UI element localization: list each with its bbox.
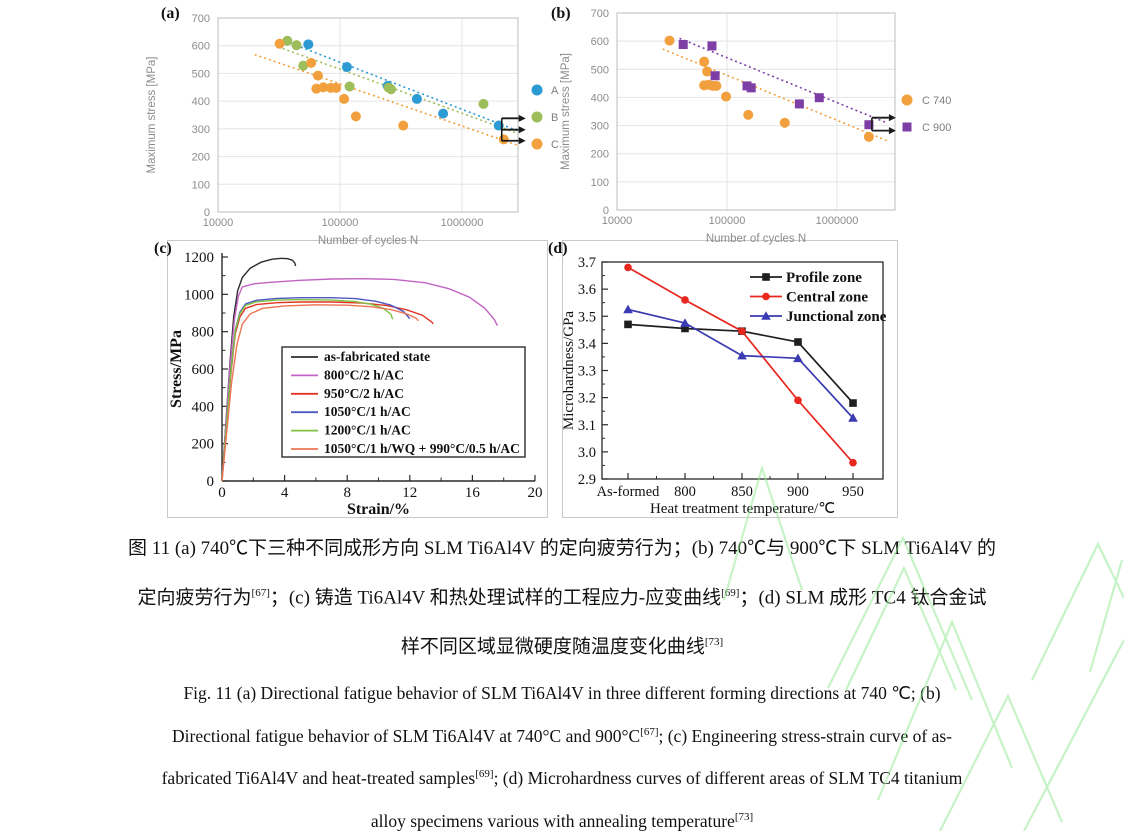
svg-text:600: 600 bbox=[192, 41, 210, 53]
microhardness-chart-d: As-formed 800 850 900 950 2.9 3.0 3.1 3.2 3.3 3.4 3… bbox=[561, 255, 887, 517]
svg-text:1000000: 1000000 bbox=[816, 215, 859, 227]
svg-text:Maximum stress [MPa]: Maximum stress [MPa] bbox=[146, 57, 158, 174]
svg-text:1000000: 1000000 bbox=[441, 217, 484, 229]
svg-text:300: 300 bbox=[192, 124, 210, 136]
svg-text:3.7: 3.7 bbox=[578, 255, 596, 271]
svg-text:3.3: 3.3 bbox=[578, 364, 596, 380]
svg-text:100000: 100000 bbox=[322, 217, 359, 229]
svg-text:500: 500 bbox=[591, 64, 609, 76]
svg-text:400: 400 bbox=[591, 92, 609, 104]
svg-text:0: 0 bbox=[603, 205, 609, 217]
svg-text:200: 200 bbox=[591, 149, 609, 161]
svg-text:950°C/2 h/AC: 950°C/2 h/AC bbox=[324, 386, 404, 401]
svg-text:As-formed: As-formed bbox=[597, 484, 661, 500]
caption-zh-line-2: 定向疲劳行为[67]；(c) 铸造 Ti6Al4V 和热处理试样的工程应力-应变… bbox=[137, 587, 987, 609]
svg-text:Stress/MPa: Stress/MPa bbox=[168, 330, 185, 408]
svg-text:950: 950 bbox=[842, 484, 864, 500]
panel-label-d: (d) bbox=[548, 240, 568, 257]
svg-text:600: 600 bbox=[192, 362, 215, 378]
caption-chinese: 图 11 (a) 740℃下三种不同成形方向 SLM Ti6Al4V 的定向疲劳… bbox=[0, 527, 1124, 670]
svg-text:900: 900 bbox=[787, 484, 809, 500]
svg-text:300: 300 bbox=[591, 121, 609, 133]
svg-text:800: 800 bbox=[674, 484, 696, 500]
svg-text:4: 4 bbox=[281, 485, 289, 501]
fatigue-chart-a: 0 100 200 300 400 500 600 700 10000 100000 1000000… bbox=[146, 13, 559, 247]
svg-text:600: 600 bbox=[591, 36, 609, 48]
caption-zh-line-1: 图 11 (a) 740℃下三种不同成形方向 SLM Ti6Al4V 的定向疲劳… bbox=[128, 538, 996, 559]
svg-text:Profile zone: Profile zone bbox=[786, 270, 862, 286]
svg-text:0: 0 bbox=[218, 485, 226, 501]
svg-text:0: 0 bbox=[207, 474, 215, 490]
svg-text:100: 100 bbox=[591, 177, 609, 189]
svg-text:B: B bbox=[551, 112, 558, 124]
svg-text:0: 0 bbox=[204, 207, 210, 219]
svg-text:850: 850 bbox=[731, 484, 753, 500]
svg-text:1200: 1200 bbox=[184, 250, 214, 266]
caption-en-line-3: fabricated Ti6Al4V and heat-treated samp… bbox=[161, 768, 963, 789]
svg-text:C: C bbox=[551, 139, 559, 151]
svg-text:200: 200 bbox=[192, 437, 215, 453]
svg-text:400: 400 bbox=[192, 399, 215, 415]
svg-text:Central zone: Central zone bbox=[786, 290, 868, 306]
svg-text:16: 16 bbox=[465, 485, 481, 501]
svg-text:3.4: 3.4 bbox=[578, 336, 597, 352]
svg-text:100000: 100000 bbox=[709, 215, 746, 227]
panel-label-c: (c) bbox=[154, 240, 172, 257]
svg-text:500: 500 bbox=[192, 68, 210, 80]
svg-text:400: 400 bbox=[192, 96, 210, 108]
svg-text:1200°C/1 h/AC: 1200°C/1 h/AC bbox=[324, 423, 411, 438]
figure-caption: 图 11 (a) 740℃下三种不同成形方向 SLM Ti6Al4V 的定向疲劳… bbox=[0, 527, 1124, 831]
stress-strain-chart-c: 0 4 8 12 16 20020040060080010001200Strain/%St… bbox=[168, 250, 543, 518]
svg-text:Junctional zone: Junctional zone bbox=[786, 309, 887, 325]
svg-text:Microhardness/GPa: Microhardness/GPa bbox=[561, 311, 577, 430]
svg-text:A: A bbox=[551, 85, 559, 97]
svg-text:20: 20 bbox=[528, 485, 543, 501]
svg-text:3.5: 3.5 bbox=[578, 309, 596, 325]
svg-text:Heat treatment temperature/℃: Heat treatment temperature/℃ bbox=[650, 501, 835, 517]
panel-label-a: (a) bbox=[161, 5, 180, 22]
svg-text:Number of cycles N: Number of cycles N bbox=[706, 233, 806, 245]
svg-text:12: 12 bbox=[402, 485, 417, 501]
svg-text:C 740: C 740 bbox=[922, 95, 951, 107]
svg-text:2.9: 2.9 bbox=[578, 472, 596, 488]
caption-en-line-4: alloy specimens various with annealing t… bbox=[370, 811, 754, 831]
svg-text:1050°C/1 h/AC: 1050°C/1 h/AC bbox=[324, 404, 411, 419]
svg-text:800: 800 bbox=[192, 325, 215, 341]
svg-text:3.1: 3.1 bbox=[578, 418, 596, 434]
svg-text:700: 700 bbox=[192, 13, 210, 25]
svg-text:10000: 10000 bbox=[203, 217, 234, 229]
caption-english: Fig. 11 (a) Directional fatigue behavior… bbox=[0, 674, 1124, 831]
svg-text:3.0: 3.0 bbox=[578, 445, 596, 461]
panel-label-b: (b) bbox=[551, 5, 571, 22]
svg-text:Strain/%: Strain/% bbox=[347, 501, 410, 518]
svg-text:8: 8 bbox=[343, 485, 351, 501]
svg-text:C 900: C 900 bbox=[922, 122, 951, 134]
svg-text:as-fabricated state: as-fabricated state bbox=[324, 349, 430, 364]
svg-text:Maximum stress [MPa]: Maximum stress [MPa] bbox=[560, 53, 572, 170]
svg-text:800°C/2 h/AC: 800°C/2 h/AC bbox=[324, 367, 404, 382]
caption-en-line-1: Fig. 11 (a) Directional fatigue behavior… bbox=[183, 682, 941, 703]
svg-text:100: 100 bbox=[192, 179, 210, 191]
svg-text:200: 200 bbox=[192, 152, 210, 164]
svg-text:1050°C/1 h/WQ + 990°C/0.5 h/AC: 1050°C/1 h/WQ + 990°C/0.5 h/AC bbox=[324, 441, 520, 456]
caption-zh-line-3: 样不同区域显微硬度随温度变化曲线[73] bbox=[400, 636, 724, 658]
svg-text:3.6: 3.6 bbox=[578, 282, 596, 298]
svg-text:10000: 10000 bbox=[602, 215, 633, 227]
svg-text:3.2: 3.2 bbox=[578, 391, 596, 407]
svg-text:1000: 1000 bbox=[184, 287, 214, 303]
svg-text:Number of cycles N: Number of cycles N bbox=[318, 235, 418, 247]
svg-text:700: 700 bbox=[591, 8, 609, 20]
caption-en-line-2: Directional fatigue behavior of SLM Ti6A… bbox=[172, 725, 952, 746]
fatigue-chart-b: 0 100 200 300 400 500 600 700 10000 100000 1000000… bbox=[560, 8, 951, 245]
